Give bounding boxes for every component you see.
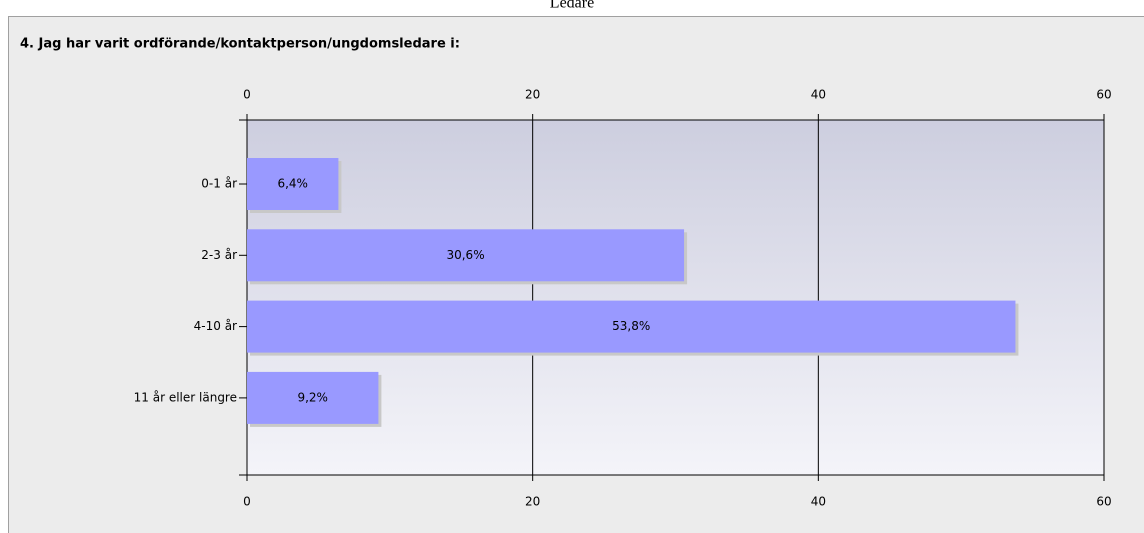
bar (247, 229, 685, 282)
x-tick-label: 40 (811, 495, 826, 509)
bar (247, 300, 1016, 353)
x-tick-label: 20 (525, 88, 540, 102)
y-tick-label: 4-10 år (194, 319, 237, 333)
y-tick-label: 11 år eller längre (134, 390, 237, 404)
x-tick-label: 0 (243, 495, 251, 509)
page-title: Ledare (550, 0, 594, 12)
plot-area (247, 120, 1104, 475)
y-tick-label: 0-1 år (201, 177, 237, 191)
data-label: 53,8% (612, 319, 650, 333)
data-label: 9,2% (297, 390, 328, 404)
x-tick-label: 60 (1096, 495, 1111, 509)
y-tick-label: 2-3 år (201, 248, 237, 262)
x-tick-label: 60 (1096, 88, 1111, 102)
x-tick-label: 0 (243, 88, 251, 102)
bar (247, 158, 339, 210)
chart-title: 4. Jag har varit ordförande/kontaktperso… (20, 37, 460, 52)
x-tick-label: 40 (811, 88, 826, 102)
x-tick-label: 20 (525, 495, 540, 509)
data-label: 6,4% (277, 177, 308, 191)
data-label: 30,6% (446, 248, 484, 262)
bar (247, 371, 379, 424)
